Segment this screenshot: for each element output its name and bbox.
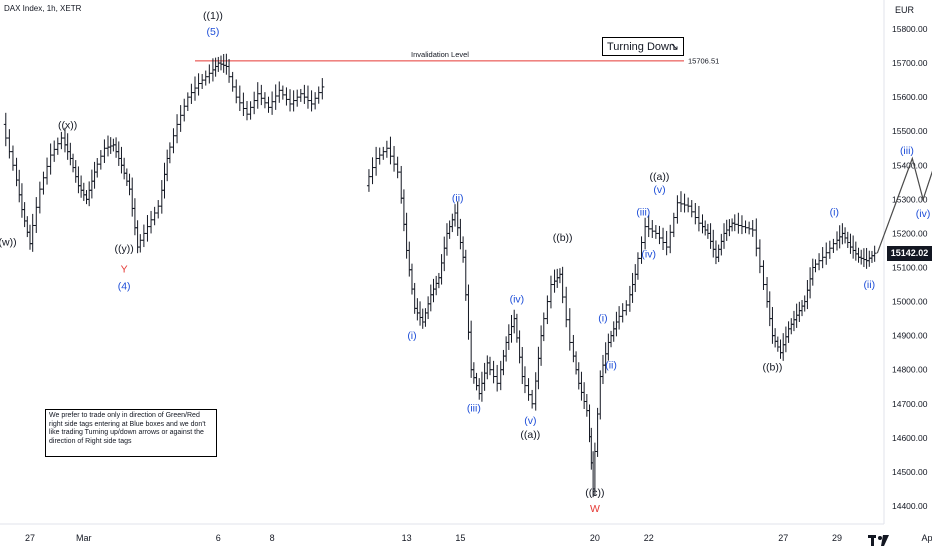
- x-tick-label: 8: [270, 533, 275, 543]
- wave-label: ((y)): [115, 243, 134, 255]
- y-axis-ticks: 15800.0015700.0015600.0015500.0015400.00…: [892, 24, 928, 511]
- currency-label: EUR: [894, 5, 914, 15]
- wave-label: ((a)): [650, 171, 670, 183]
- invalidation-label: Invalidation Level: [411, 50, 469, 59]
- badge-label: Turning Down: [607, 41, 676, 53]
- wave-label: W: [590, 503, 600, 515]
- wave-label: ((w)): [0, 236, 17, 248]
- wave-label: (iv): [916, 208, 931, 220]
- wave-label: Y: [121, 264, 128, 276]
- wave-label: (5): [206, 26, 219, 38]
- disclaimer-note: We prefer to trade only in direction of …: [45, 409, 217, 457]
- tradingview-logo-icon[interactable]: [868, 535, 892, 547]
- wave-label: (i): [598, 312, 607, 324]
- invalidation-line-group: Invalidation Level 15706.51: [195, 50, 719, 65]
- x-tick-label: 6: [216, 533, 221, 543]
- y-tick-label: 15300.00: [892, 194, 928, 204]
- x-tick-label: 22: [644, 533, 654, 543]
- y-tick-label: 15500.00: [892, 126, 928, 136]
- x-tick-label: 15: [455, 533, 465, 543]
- wave-label: (4): [118, 281, 131, 293]
- wave-label: (ii): [605, 359, 617, 371]
- wave-label: (iii): [467, 403, 481, 415]
- wave-labels: ((w))((x))((y))Y(4)((1))(5)(i)(ii)(iii)(…: [0, 10, 931, 515]
- last-price-tag: 15142.02: [887, 246, 932, 261]
- y-tick-label: 14500.00: [892, 467, 928, 477]
- wave-label: (iii): [636, 207, 650, 219]
- y-tick-label: 14600.00: [892, 433, 928, 443]
- wave-label: ((x)): [58, 119, 77, 131]
- x-tick-label: 20: [590, 533, 600, 543]
- symbol-header: DAX Index, 1h, XETR: [4, 4, 82, 13]
- y-tick-label: 14800.00: [892, 365, 928, 375]
- wave-label: ((c)): [585, 487, 604, 499]
- wave-label: (ii): [452, 193, 464, 205]
- y-tick-label: 15800.00: [892, 24, 928, 34]
- x-tick-label: 27: [25, 533, 35, 543]
- y-tick-label: 15600.00: [892, 92, 928, 102]
- wave-label: (i): [830, 207, 839, 219]
- wave-label: ((b)): [553, 232, 573, 244]
- wave-label: (i): [407, 330, 416, 342]
- x-tick-label: Mar: [76, 533, 92, 543]
- wave-label: (iv): [641, 248, 656, 260]
- wave-label: (v): [524, 415, 536, 427]
- y-tick-label: 14900.00: [892, 331, 928, 341]
- wave-label: ((1)): [203, 10, 223, 22]
- price-series: [3, 53, 877, 498]
- x-tick-label: Apr: [921, 533, 932, 543]
- y-tick-label: 15100.00: [892, 263, 928, 273]
- invalidation-value: 15706.51: [688, 56, 719, 65]
- y-tick-label: 15200.00: [892, 228, 928, 238]
- wave-label: (v): [653, 184, 665, 196]
- projection-line: [876, 156, 932, 254]
- y-tick-label: 14700.00: [892, 399, 928, 409]
- turning-down-badge: Turning Down ↘: [602, 37, 684, 56]
- x-tick-label: 27: [778, 533, 788, 543]
- wave-label: ((a)): [520, 429, 540, 441]
- wave-label: (ii): [863, 279, 875, 291]
- wave-label: (iii): [900, 145, 914, 157]
- projection-path: [876, 156, 932, 254]
- x-tick-label: 13: [402, 533, 412, 543]
- wave-label: ((b)): [763, 362, 783, 374]
- arrow-down-right-icon: ↘: [669, 41, 679, 53]
- y-tick-label: 15700.00: [892, 58, 928, 68]
- y-tick-label: 15000.00: [892, 297, 928, 307]
- x-tick-label: 29: [832, 533, 842, 543]
- x-axis-ticks: 27Mar68131520222729Apr511: [25, 533, 932, 543]
- wave-label: (iv): [510, 294, 525, 306]
- y-tick-label: 14400.00: [892, 501, 928, 511]
